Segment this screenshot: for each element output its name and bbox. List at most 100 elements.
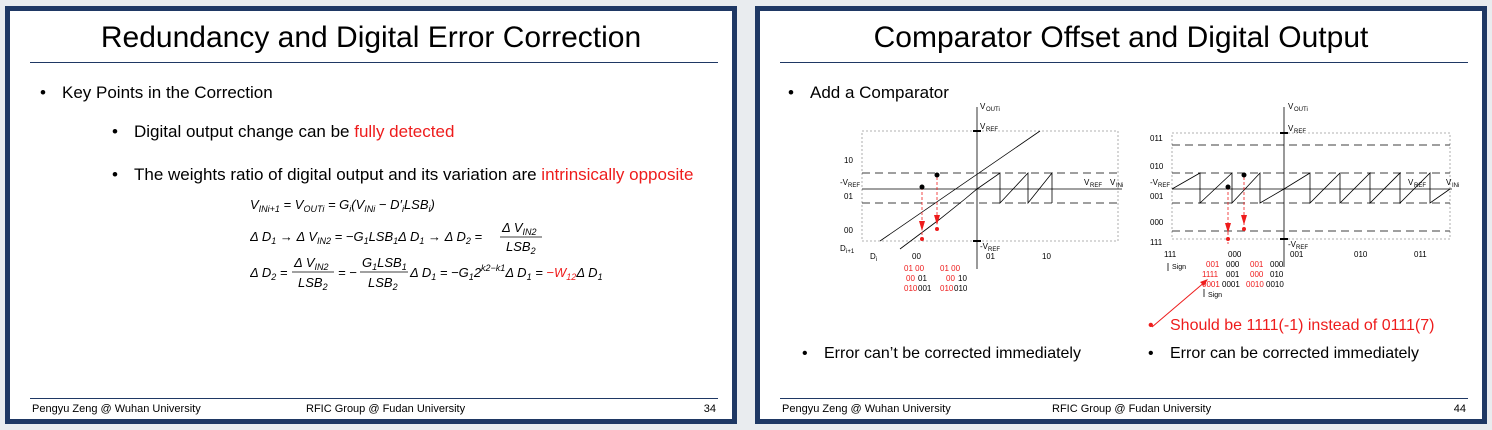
x-code-10: 10	[1042, 252, 1051, 261]
footer-divider	[780, 398, 1468, 399]
sign-label-top: Sign	[1172, 264, 1186, 271]
svg-text:V: V	[1408, 178, 1414, 187]
svg-text:REF: REF	[988, 247, 1000, 253]
slide-title: Comparator Offset and Digital Output	[873, 21, 1369, 54]
row2-c: 000	[1250, 270, 1264, 279]
bullet-dot-icon: •	[112, 122, 118, 141]
svg-text:LSB2: LSB2	[368, 275, 398, 292]
y-code-010: 010	[1150, 162, 1164, 171]
x-code-011: 011	[1414, 250, 1427, 259]
sign-label-bottom: Sign	[1208, 292, 1222, 299]
y-code-111: 111	[1150, 238, 1163, 247]
note-correction: • Should be 1111(-1) instead of 0111(7)	[1148, 317, 1434, 335]
title-divider	[780, 62, 1468, 63]
caption-right: • Error can be corrected immediately	[1148, 345, 1419, 363]
svg-text:V: V	[1110, 178, 1116, 187]
y-code-00: 00	[844, 226, 853, 235]
svg-text:Δ VIN2: Δ VIN2	[293, 255, 329, 272]
code-row3-d: 010	[954, 284, 968, 293]
transfer-plot-with-comparator: V OUTi V REF -V REF -V REF V REF V INi 011 010…	[1150, 102, 1459, 299]
vin-label: INi	[1116, 183, 1123, 189]
svg-text:V: V	[1288, 102, 1294, 111]
x-code-000: 000	[1228, 250, 1242, 259]
code-row3-c: 010	[940, 284, 954, 293]
svg-text:LSB2: LSB2	[298, 275, 328, 292]
code-row2-a: 00	[906, 274, 915, 283]
svg-text:Δ D1 = −G12k2−k1Δ D1 = −W12Δ D: Δ D1 = −G12k2−k1Δ D1 = −W12Δ D1	[409, 263, 603, 282]
svg-text:V: V	[1288, 124, 1294, 133]
footer-group: RFIC Group @ Fudan University	[1052, 403, 1212, 415]
svg-text:VINi+1 = VOUTi = Gi(VINi − D′i: VINi+1 = VOUTi = Gi(VINi − D′iLSBi)	[250, 197, 435, 214]
row2-b: 001	[1226, 270, 1240, 279]
row2-d: 010	[1270, 270, 1284, 279]
svg-text:INi: INi	[1452, 183, 1459, 189]
vref-right-label: V	[1084, 178, 1090, 187]
row3-c: 0010	[1246, 280, 1264, 289]
svg-text:V: V	[980, 122, 986, 131]
y-code-001: 001	[1150, 192, 1164, 201]
bullet-dot-icon: •	[1148, 317, 1154, 334]
highlight-text: intrinsically opposite	[541, 165, 694, 184]
bullet-add-comparator: • Add a Comparator	[788, 83, 949, 103]
row3-d: 0010	[1266, 280, 1284, 289]
y-code-000: 000	[1150, 218, 1164, 227]
y-code-01: 01	[844, 192, 853, 201]
caption-text: Error can be corrected immediately	[1170, 345, 1419, 362]
svg-text:REF: REF	[1294, 129, 1306, 135]
svg-text:REF: REF	[1090, 183, 1102, 189]
bullet-key-points: • Key Points in the Correction	[40, 83, 273, 103]
row3-b: 0001	[1222, 280, 1240, 289]
vref-left-label: -V	[840, 178, 849, 187]
x-code-001: 001	[1290, 250, 1304, 259]
bullet-dot-icon: •	[40, 83, 46, 102]
page-number: 44	[1453, 403, 1466, 415]
svg-text:OUTi: OUTi	[1294, 107, 1308, 113]
bullet-weights-ratio: • The weights ratio of digital output and…	[112, 165, 693, 185]
svg-text:Δ VIN2: Δ VIN2	[501, 220, 537, 237]
footer-divider	[30, 398, 718, 399]
vout-label: OUTi	[986, 107, 1000, 113]
svg-text:-V: -V	[1288, 240, 1297, 249]
y-bottom-label: D	[840, 244, 846, 253]
code-row2-c: 00	[946, 274, 955, 283]
svg-text:Δ D1 → Δ VIN2 = −G1LSB1Δ D1 →: Δ D1 → Δ VIN2 = −G1LSB1Δ D1 → Δ D2 =	[250, 229, 483, 246]
bullet-dot-icon: •	[788, 83, 794, 102]
footer-author: Pengyu Zeng @ Wuhan University	[32, 403, 201, 415]
pointer-arrow-icon	[1151, 279, 1208, 328]
code-row2-d: 10	[958, 274, 967, 283]
caption-left: • Error can’t be corrected immediately	[802, 345, 1081, 363]
svg-text:= −: = −	[338, 265, 357, 280]
svg-text:i+1: i+1	[846, 249, 855, 255]
row3-a: 0001	[1202, 280, 1220, 289]
svg-text:REF: REF	[1296, 245, 1308, 251]
code-row1-right: 01 00	[940, 264, 961, 273]
svg-text:G1LSB1: G1LSB1	[362, 255, 407, 272]
row1-a: 001	[1206, 260, 1220, 269]
bullet-digital-output: • Digital output change can be fully dete…	[112, 122, 454, 142]
bullet-dot-icon: •	[1148, 345, 1154, 362]
note-text: Should be 1111(-1) instead of 0111(7)	[1170, 317, 1435, 334]
page-number: 34	[703, 403, 716, 415]
row2-a: 1111	[1202, 270, 1219, 279]
transfer-plot-without-comparator: V OUTi V REF -V REF -V REF V REF V INi 10 01 0…	[840, 102, 1123, 293]
bullet-dot-icon: •	[112, 165, 118, 184]
x-code-00: 00	[912, 252, 921, 261]
svg-text:V: V	[1446, 178, 1452, 187]
code-row1-left: 01 00	[904, 264, 925, 273]
code-row3-b: 001	[918, 284, 932, 293]
row1-c: 001	[1250, 260, 1264, 269]
footer-group: RFIC Group @ Fudan University	[306, 403, 466, 415]
y-code-10: 10	[844, 156, 853, 165]
svg-text:Δ D2 =: Δ D2 =	[250, 265, 288, 282]
caption-text: Error can’t be corrected immediately	[824, 345, 1081, 362]
footer-author: Pengyu Zeng @ Wuhan University	[782, 403, 951, 415]
svg-text:LSB2: LSB2	[506, 239, 536, 256]
bullet-text: Digital output change can be	[134, 122, 355, 141]
svg-text:REF: REF	[848, 183, 860, 189]
highlight-text: fully detected	[354, 122, 455, 141]
vref-bottom-label: -V	[980, 242, 989, 251]
row1-b: 000	[1226, 260, 1240, 269]
row1-d: 000	[1270, 260, 1284, 269]
x-code-01: 01	[986, 252, 995, 261]
svg-text:REF: REF	[1414, 183, 1426, 189]
